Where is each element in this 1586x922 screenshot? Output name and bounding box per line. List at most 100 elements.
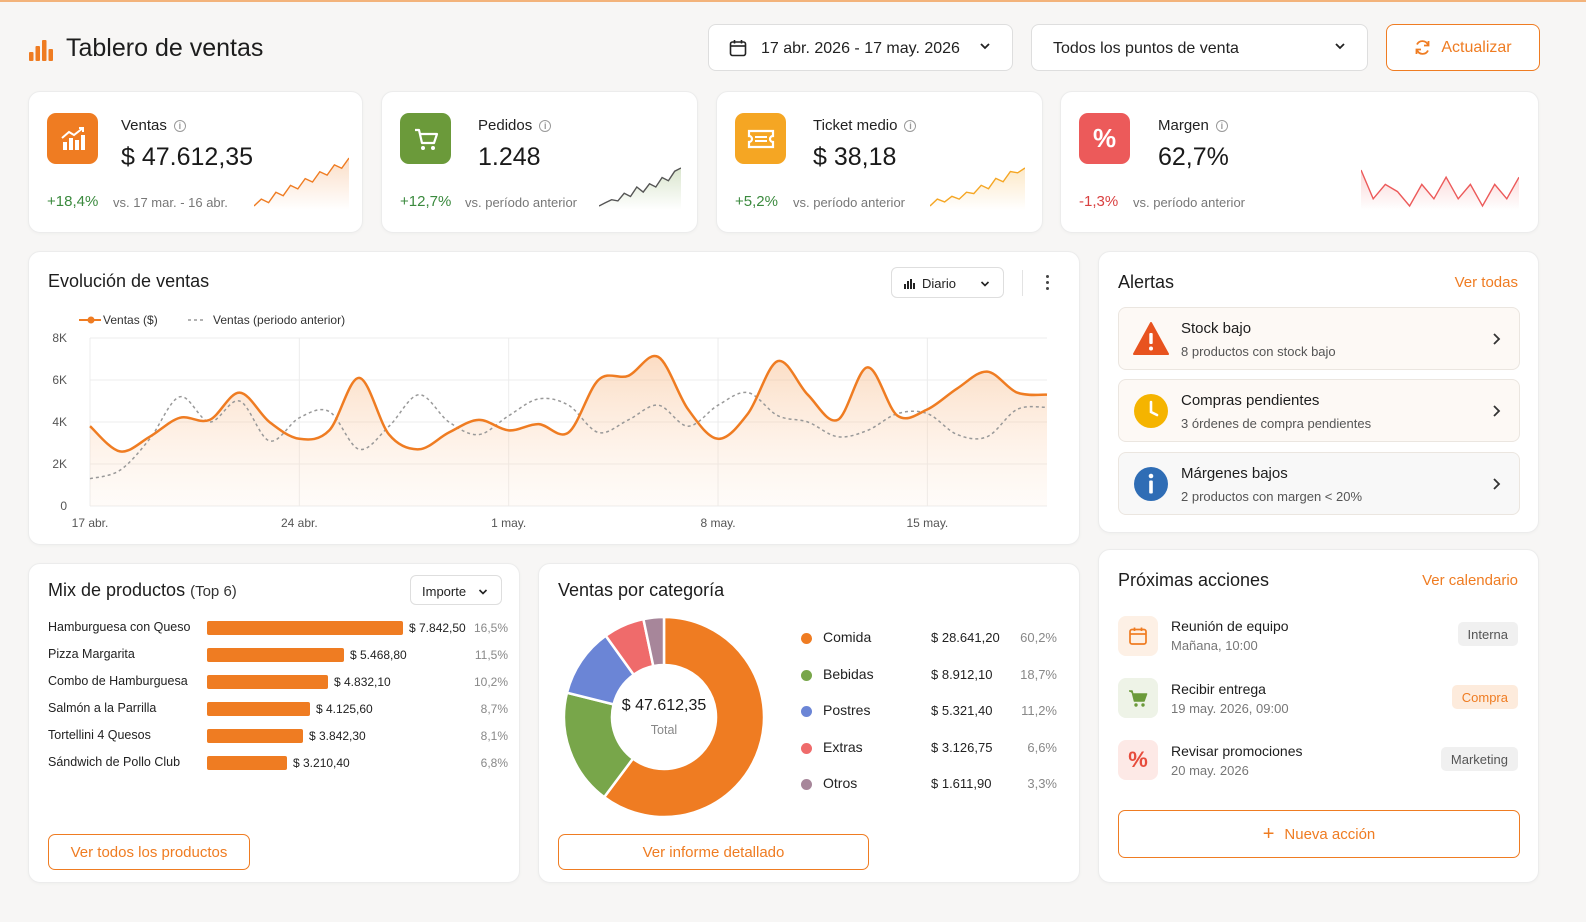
metric-select[interactable]: Importe [410, 575, 502, 605]
info-icon [1134, 467, 1168, 501]
refresh-icon [1415, 40, 1430, 55]
info-icon[interactable]: i [173, 119, 186, 132]
store-select[interactable]: Todos los puntos de venta [1031, 24, 1368, 71]
category-pct: 6,6% [1027, 739, 1057, 755]
kpi-label: Margen i [1158, 117, 1228, 134]
action-subtitle: 20 may. 2026 [1171, 763, 1249, 778]
donut-total-label: Total [650, 723, 678, 737]
product-row: Tortellini 4 Quesos $ 3.842,30 8,1% [48, 726, 508, 746]
kpi-value: 1.248 [478, 143, 541, 171]
y-tick-label: 8K [52, 331, 67, 345]
current-series-area [90, 355, 1047, 506]
product-row: Combo de Hamburguesa $ 4.832,10 10,2% [48, 672, 508, 692]
alert-compras-pendientes[interactable]: Compras pendientes 3 órdenes de compra p… [1118, 379, 1520, 442]
alert-margenes-bajos[interactable]: Márgenes bajos 2 productos con margen < … [1118, 452, 1520, 515]
category-pct: 11,2% [1021, 703, 1057, 718]
product-row: Salmón a la Parrilla $ 4.125,60 8,7% [48, 699, 508, 719]
donut-total-value: $ 47.612,35 [621, 697, 707, 714]
kpi-sub: vs. período anterior [1133, 195, 1246, 210]
product-bar [207, 702, 310, 716]
kpi-delta: +12,7% [400, 193, 452, 210]
category-value: $ 28.641,20 [931, 630, 1000, 645]
kpi-sub: vs. período anterior [465, 195, 578, 210]
product-row: Hamburguesa con Queso $ 7.842,50 16,5% [48, 618, 508, 638]
category-name: Comida [823, 629, 872, 645]
product-bar [207, 675, 328, 689]
view-all-alerts-link[interactable]: Ver todas [1454, 274, 1518, 291]
action-badge: Interna [1457, 622, 1518, 646]
period-select[interactable]: Diario [891, 267, 1004, 298]
view-calendar-link[interactable]: Ver calendario [1422, 572, 1518, 589]
new-action-button[interactable]: + Nueva acción [1118, 810, 1520, 858]
product-row: Pizza Margarita $ 5.468,80 11,5% [48, 645, 508, 665]
product-pct: 16,5% [473, 621, 508, 635]
alert-title: Márgenes bajos [1181, 465, 1288, 482]
date-range-picker[interactable]: 17 abr. 2026 - 17 may. 2026 [708, 24, 1013, 71]
chevron-down-icon [478, 589, 488, 595]
legend-current-label: Ventas ($) [103, 313, 158, 327]
plus-icon: + [1262, 822, 1275, 845]
alert-title: Compras pendientes [1181, 392, 1320, 409]
product-value: $ 5.468,80 [350, 648, 407, 662]
info-icon[interactable]: i [539, 119, 552, 132]
category-donut-chart [562, 615, 766, 819]
kpi-label: Ticket medio i [813, 117, 917, 134]
product-name: Combo de Hamburguesa [48, 674, 188, 688]
store-select-label: Todos los puntos de venta [1053, 40, 1239, 57]
refresh-button[interactable]: Actualizar [1386, 24, 1540, 71]
kpi-card-pedidos: Pedidos i 1.248 +12,7% vs. período anteri… [381, 91, 698, 233]
legend-dot [801, 779, 812, 790]
sparkline-line [1361, 169, 1519, 208]
alert-title: Stock bajo [1181, 320, 1252, 337]
category-legend-row: Otros $ 1.611,90 3,3% [801, 774, 1057, 794]
bar-chart-icon [904, 279, 915, 289]
x-tick-label: 17 abr. [72, 516, 109, 530]
more-options-icon[interactable] [1044, 274, 1050, 292]
legend-dot [801, 633, 812, 644]
kpi-value: 62,7% [1158, 143, 1229, 171]
sparkline-area [930, 168, 1025, 210]
action-badge: Compra [1451, 685, 1518, 709]
category-legend-row: Bebidas $ 8.912,10 18,7% [801, 665, 1057, 685]
x-tick-label: 8 may. [700, 516, 735, 530]
section-title: Alertas [1118, 272, 1175, 292]
info-icon[interactable]: i [1215, 119, 1228, 132]
category-pct: 3,3% [1027, 776, 1057, 791]
previous-series-line [89, 391, 1048, 480]
category-name: Postres [823, 702, 871, 718]
product-pct: 6,8% [480, 756, 508, 770]
view-all-products-button[interactable]: Ver todos los productos [48, 834, 250, 870]
x-axis-ticks: 17 abr. 24 abr. 1 may. 8 may. 15 may. [72, 516, 949, 530]
section-title: Próximas acciones [1118, 570, 1270, 590]
refresh-label: Actualizar [1441, 38, 1512, 56]
page-title: Tablero de ventas [66, 34, 264, 62]
chart-legend: Ventas ($) Ventas (periodo anterior) [79, 313, 345, 327]
kpi-delta: +18,4% [47, 193, 99, 210]
category-pct: 60,2% [1020, 630, 1057, 645]
product-name: Hamburguesa con Queso [48, 620, 191, 634]
legend-dot [801, 742, 812, 754]
kpi-sparkline [930, 167, 1025, 210]
y-tick-label: 2K [52, 457, 67, 471]
product-name: Salmón a la Parrilla [48, 701, 157, 715]
product-name: Pizza Margarita [48, 647, 135, 661]
section-title: Mix de productos (Top 6) [48, 580, 237, 600]
alert-stock-bajo[interactable]: Stock bajo 8 productos con stock bajo [1118, 307, 1520, 370]
legend-previous-label: Ventas (periodo anterior) [213, 313, 345, 327]
chevron-right-icon [1493, 333, 1501, 345]
x-tick-label: 15 may. [906, 516, 948, 530]
product-row: Sándwich de Pollo Club $ 3.210,40 6,8% [48, 753, 508, 773]
clock-icon [1134, 394, 1168, 428]
date-range-label: 17 abr. 2026 - 17 may. 2026 [761, 40, 960, 57]
alert-subtitle: 3 órdenes de compra pendientes [1181, 416, 1372, 431]
product-bar [207, 729, 303, 743]
product-value: $ 3.842,30 [309, 729, 366, 743]
info-icon[interactable]: i [904, 119, 917, 132]
view-detailed-report-button[interactable]: Ver informe detallado [558, 834, 869, 870]
trending-chart-icon [47, 113, 98, 164]
product-bar [207, 621, 403, 635]
donut-slice [602, 615, 766, 819]
kpi-delta: -1,3% [1079, 193, 1119, 210]
product-pct: 8,1% [480, 729, 508, 743]
kpi-value: $ 47.612,35 [121, 143, 254, 171]
